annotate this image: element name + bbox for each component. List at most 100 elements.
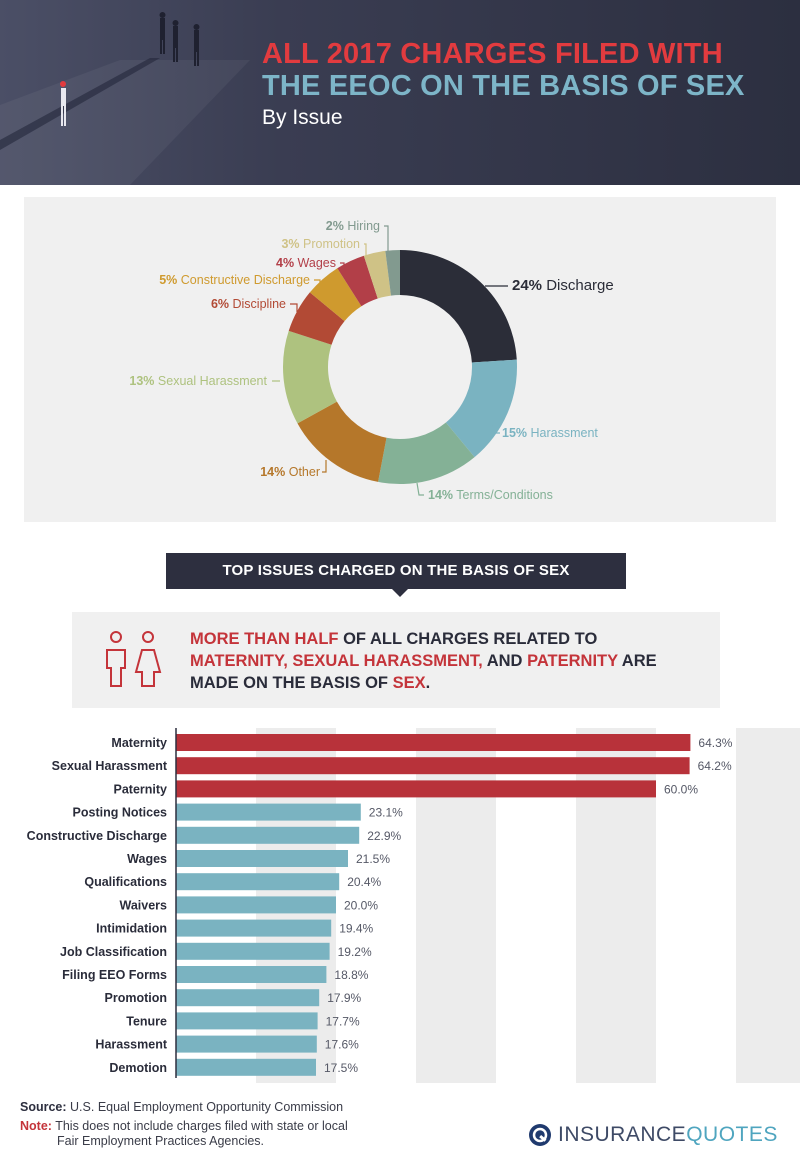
source-line: Source: U.S. Equal Employment Opportunit… xyxy=(20,1100,460,1115)
bar-chart-area: Maternity 64.3% Sexual Harassment 64.2% Pate… xyxy=(0,728,800,1083)
bar-filing-eeo-forms xyxy=(176,966,327,983)
donut-category-hiring: Hiring xyxy=(344,219,380,233)
bar-value-wages: 21.5% xyxy=(356,852,390,866)
bar-maternity xyxy=(176,734,691,751)
bar-category-harassment: Harassment xyxy=(95,1038,167,1052)
donut-chart-panel: 24% Discharge 15% Harassment 14% Terms/Con… xyxy=(24,197,776,522)
woman-figure-icon xyxy=(60,81,66,126)
donut-leader-promotion xyxy=(364,243,367,257)
bar-category-demotion: Demotion xyxy=(109,1061,167,1075)
donut-label-discipline: 6% Discipline xyxy=(211,297,286,311)
hl-part-7: MADE ON THE BASIS OF xyxy=(190,674,393,692)
bar-paternity xyxy=(176,780,656,798)
donut-slice-wages xyxy=(337,255,378,307)
bar-wages xyxy=(176,850,348,867)
donut-label-sexual-harassment: 13% Sexual Harassment xyxy=(129,374,267,388)
bar-harassment xyxy=(176,1035,317,1053)
donut-leader-discipline xyxy=(290,303,298,312)
hl-part-8: SEX xyxy=(392,674,426,692)
bar-category-constructive-discharge: Constructive Discharge xyxy=(27,829,167,843)
bar-category-wages: Wages xyxy=(127,852,167,866)
brand-word-2: QUOTES xyxy=(686,1123,778,1146)
donut-value-wages: 4% xyxy=(276,256,294,270)
hl-part-6: ARE xyxy=(617,652,657,670)
header: ALL 2017 CHARGES FILED WITH THE EEOC ON … xyxy=(0,0,800,185)
bar-sexual-harassment xyxy=(176,757,690,775)
bar-value-harassment: 17.6% xyxy=(325,1038,359,1052)
donut-category-sexual-harassment: Sexual Harassment xyxy=(154,374,267,388)
hl-part-9: . xyxy=(425,674,431,692)
bar-value-posting-notices: 23.1% xyxy=(369,806,403,820)
donut-value-discharge: 24% xyxy=(512,277,542,294)
bar-value-waivers: 20.0% xyxy=(344,898,378,912)
section-banner: TOP ISSUES CHARGED ON THE BASIS OF SEX xyxy=(166,553,626,589)
bar-value-sexual-harassment: 64.2% xyxy=(698,759,732,773)
note-line: Note: This does not include charges file… xyxy=(20,1119,460,1149)
hl-part-3: MATERNITY, SEXUAL HARASSMENT, xyxy=(190,652,483,670)
bar-promotion xyxy=(176,989,320,1007)
bar-category-intimidation: Intimidation xyxy=(96,922,167,936)
donut-label-terms-conditions: 14% Terms/Conditions xyxy=(428,488,553,502)
man-woman-icon xyxy=(106,631,162,687)
bar-category-sexual-harassment: Sexual Harassment xyxy=(52,759,168,773)
highlight-text: MORE THAN HALF OF ALL CHARGES RELATED TO… xyxy=(190,628,710,694)
donut-category-wages: Wages xyxy=(294,256,336,270)
bar-category-tenure: Tenure xyxy=(126,1014,167,1028)
bar-category-paternity: Paternity xyxy=(114,782,168,796)
bar-posting-notices xyxy=(176,803,361,821)
highlight-panel: MORE THAN HALF OF ALL CHARGES RELATED TO… xyxy=(72,612,720,708)
hl-part-2: OF ALL CHARGES RELATED TO xyxy=(338,630,598,648)
donut-value-harassment: 15% xyxy=(502,426,527,440)
bar-tenure xyxy=(176,1012,318,1030)
bar-intimidation xyxy=(176,919,332,937)
bar-value-maternity: 64.3% xyxy=(698,736,732,750)
donut-label-constructive-discharge: 5% Constructive Discharge xyxy=(159,273,310,287)
note-label: Note: xyxy=(20,1119,52,1133)
source-text: U.S. Equal Employment Opportunity Commis… xyxy=(70,1100,344,1114)
donut-slice-constructive-discharge xyxy=(309,268,362,322)
page-title: ALL 2017 CHARGES FILED WITH THE EEOC ON … xyxy=(262,38,745,102)
donut-leader-harassment xyxy=(490,420,500,434)
donut-slice-harassment xyxy=(445,359,517,458)
donut-slice-terms-conditions xyxy=(378,422,475,484)
donut-leader-wages xyxy=(340,262,345,270)
bar-constructive-discharge xyxy=(176,826,360,844)
bar-value-qualifications: 20.4% xyxy=(347,875,381,889)
bar-value-job-classification: 19.2% xyxy=(338,945,372,959)
title-line-2: THE EEOC ON THE BASIS OF SEX xyxy=(262,70,745,102)
donut-category-other: Other xyxy=(285,465,320,479)
hl-part-4: AND xyxy=(482,652,528,670)
donut-value-terms-conditions: 14% xyxy=(428,488,453,502)
banner-arrow xyxy=(391,588,409,597)
donut-value-sexual-harassment: 13% xyxy=(129,374,154,388)
donut-value-other: 14% xyxy=(260,465,285,479)
page-subtitle: By Issue xyxy=(262,106,343,129)
brand-word-1: INSURANCE xyxy=(558,1123,687,1146)
donut-slice-discharge xyxy=(400,250,517,363)
footer: Source: U.S. Equal Employment Opportunit… xyxy=(20,1100,460,1149)
bar-category-waivers: Waivers xyxy=(120,898,168,912)
donut-slice-hiring xyxy=(385,250,400,296)
donut-category-harassment: Harassment xyxy=(527,426,598,440)
donut-category-terms-conditions: Terms/Conditions xyxy=(453,488,553,502)
donut-category-promotion: Promotion xyxy=(300,237,360,251)
donut-slice-sexual-harassment xyxy=(283,330,337,424)
bar-value-filing-eeo-forms: 18.8% xyxy=(334,968,368,982)
donut-leader-other xyxy=(322,460,327,473)
note-text-1: This does not include charges filed with… xyxy=(55,1119,348,1133)
grid-band xyxy=(736,728,800,1083)
donut-leader-terms-conditions xyxy=(416,482,424,496)
donut-label-harassment: 15% Harassment xyxy=(502,426,598,440)
bar-qualifications xyxy=(176,873,340,891)
bar-value-constructive-discharge: 22.9% xyxy=(367,829,401,843)
hl-part-5: PATERNITY xyxy=(527,652,618,670)
donut-slice-discipline xyxy=(288,292,345,345)
donut-category-discipline: Discipline xyxy=(229,297,286,311)
header-illustration xyxy=(0,12,250,185)
donut-leader-constructive-discharge xyxy=(314,279,321,290)
donut-label-other: 14% Other xyxy=(260,465,320,479)
bar-job-classification xyxy=(176,942,330,960)
bar-value-intimidation: 19.4% xyxy=(339,922,373,936)
bar-value-promotion: 17.9% xyxy=(327,991,361,1005)
donut-value-promotion: 3% xyxy=(281,237,299,251)
